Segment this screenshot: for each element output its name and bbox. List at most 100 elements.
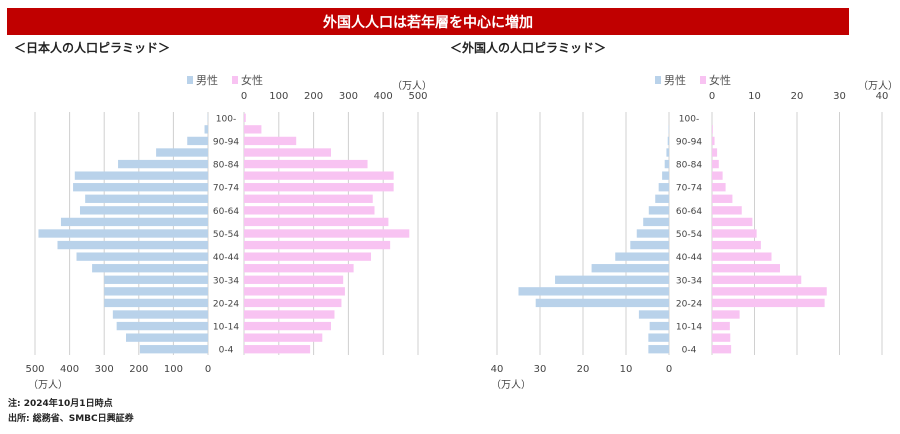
chart1-age-label: 80-84: [676, 161, 702, 171]
chart0-legend-male-swatch: [187, 76, 193, 84]
chart1-age-label: 10-14: [676, 323, 702, 333]
chart0-bar-female-45-49: [244, 240, 391, 250]
chart0-bar-male-80-84: [118, 159, 208, 169]
chart0-female-tick-label: 200: [304, 91, 323, 102]
chart0-bar-female-10-14: [244, 321, 331, 331]
chart0-bar-female-65-69: [244, 194, 373, 203]
chart0-bar-female-90-94: [244, 136, 297, 146]
chart1-bar-female-70-74: [712, 183, 726, 192]
chart1-bar-male-90-94: [667, 136, 669, 146]
chart1-bar-male-45-49: [630, 240, 669, 250]
chart0-bar-female-50-54: [244, 229, 410, 238]
chart0-bar-female-55-59: [244, 217, 389, 227]
chart0-bar-female-30-34: [244, 275, 344, 284]
chart0-bar-male-50-54: [38, 229, 209, 238]
chart1-female-tick-label: 20: [791, 91, 804, 102]
chart1-bar-female-10-14: [712, 321, 730, 331]
chart1-bar-female-80-84: [712, 159, 719, 169]
note-date: 注: 2024年10月1日時点: [8, 399, 113, 409]
chart0-female-tick-label: 100: [269, 91, 288, 102]
chart0-age-label: 20-24: [213, 299, 239, 309]
chart1-female-tick-label: 40: [876, 91, 889, 102]
chart1-bar-female-95-99: [712, 125, 713, 134]
chart1-age-label: 50-54: [676, 230, 702, 240]
chart0-age-label: 50-54: [213, 230, 239, 240]
chart0-age-label: 0-4: [219, 346, 234, 356]
chart1-male-tick-label: 0: [666, 364, 672, 375]
chart1-male-tick-label: 20: [577, 364, 590, 375]
chart1-bar-female-0-4: [712, 345, 732, 354]
chart0-age-label: 90-94: [213, 137, 239, 147]
chart1-female-tick-label: 30: [833, 91, 846, 102]
chart0-female-tick-label: 500: [408, 91, 427, 102]
chart1-bar-female-45-49: [712, 240, 761, 250]
chart1-bar-female-30-34: [712, 275, 802, 284]
chart0-bar-male-40-44: [76, 252, 209, 261]
chart0-bar-male-30-34: [104, 275, 208, 284]
chart1-age-label: 0-4: [682, 346, 697, 356]
chart0-male-tick-label: 500: [25, 364, 44, 375]
chart0-age-label: 10-14: [213, 323, 239, 333]
chart1-bar-female-35-39: [712, 264, 780, 273]
chart0-male-tick-label: 400: [60, 364, 79, 375]
chart1-bar-male-35-39: [591, 264, 669, 273]
chart0-bar-female-15-19: [244, 310, 335, 319]
chart1-bar-male-55-59: [643, 217, 669, 227]
chart0-bar-female-0-4: [244, 345, 311, 354]
chart1-legend-male-label: 男性: [664, 73, 686, 87]
chart1-male-tick-label: 30: [534, 364, 547, 375]
chart0-bar-male-65-69: [85, 194, 208, 203]
chart1-legend-male-swatch: [655, 76, 661, 84]
chart0-bar-male-20-24: [104, 298, 208, 308]
chart0-bar-female-100-: [244, 113, 246, 122]
chart1-male-tick-label: 40: [491, 364, 504, 375]
chart1-age-label: 30-34: [676, 276, 702, 286]
chart1-age-label: 70-74: [676, 184, 702, 194]
chart0-legend-female-label: 女性: [241, 73, 263, 87]
chart1-bar-female-50-54: [712, 229, 757, 238]
note-source: 出所: 総務省、SMBC日興証券: [8, 414, 134, 424]
chart1-bar-male-70-74: [658, 183, 669, 192]
chart0-age-label: 60-64: [213, 207, 239, 217]
chart1-unit-bottom: （万人）: [491, 379, 531, 391]
chart1-bar-male-5-9: [648, 333, 669, 342]
chart1-bar-male-65-69: [655, 194, 669, 203]
chart1-title: ＜外国人の人口ピラミッド＞: [450, 40, 606, 55]
chart1-bar-female-55-59: [712, 217, 753, 227]
chart1-age-label: 60-64: [676, 207, 702, 217]
chart1-bar-male-15-19: [638, 310, 669, 319]
chart0-bar-female-85-89: [244, 148, 331, 157]
chart0-bar-male-35-39: [92, 264, 208, 273]
chart1-bar-male-20-24: [535, 298, 669, 308]
chart1-age-label: 100-: [679, 114, 699, 124]
chart0-bar-male-60-64: [79, 206, 208, 215]
chart1-female-tick-label: 0: [709, 91, 715, 102]
chart1-bar-male-0-4: [648, 345, 669, 354]
chart0-bar-female-75-79: [244, 171, 394, 180]
chart1-bar-female-20-24: [712, 298, 825, 308]
chart1-bar-female-25-29: [712, 287, 827, 296]
chart0-bar-male-0-4: [139, 345, 208, 354]
chart0-age-label: 80-84: [213, 161, 239, 171]
chart0-legend-male-label: 男性: [196, 73, 218, 87]
chart1-bar-female-60-64: [712, 206, 742, 215]
chart0-unit-top: （万人）: [392, 80, 432, 92]
chart0-bar-female-40-44: [244, 252, 372, 261]
chart0-bar-female-25-29: [244, 287, 345, 296]
chart0-female-tick-label: 300: [339, 91, 358, 102]
chart0-bar-male-55-59: [60, 217, 209, 227]
chart0-age-label: 40-44: [213, 253, 239, 263]
chart0-bar-male-90-94: [187, 136, 208, 146]
chart1-bar-female-75-79: [712, 171, 723, 180]
chart1-bar-female-5-9: [712, 333, 731, 342]
chart1-legend-female-label: 女性: [709, 73, 731, 87]
chart1-bar-male-75-79: [662, 171, 669, 180]
chart0-bar-female-60-64: [244, 206, 375, 215]
chart0-bar-male-10-14: [116, 321, 208, 331]
chart0-bar-female-35-39: [244, 264, 354, 273]
chart1-age-label: 20-24: [676, 299, 702, 309]
chart0-bar-female-70-74: [244, 183, 394, 192]
chart1-bar-female-90-94: [712, 136, 715, 146]
chart1-bar-male-60-64: [648, 206, 669, 215]
chart0-age-label: 30-34: [213, 276, 239, 286]
